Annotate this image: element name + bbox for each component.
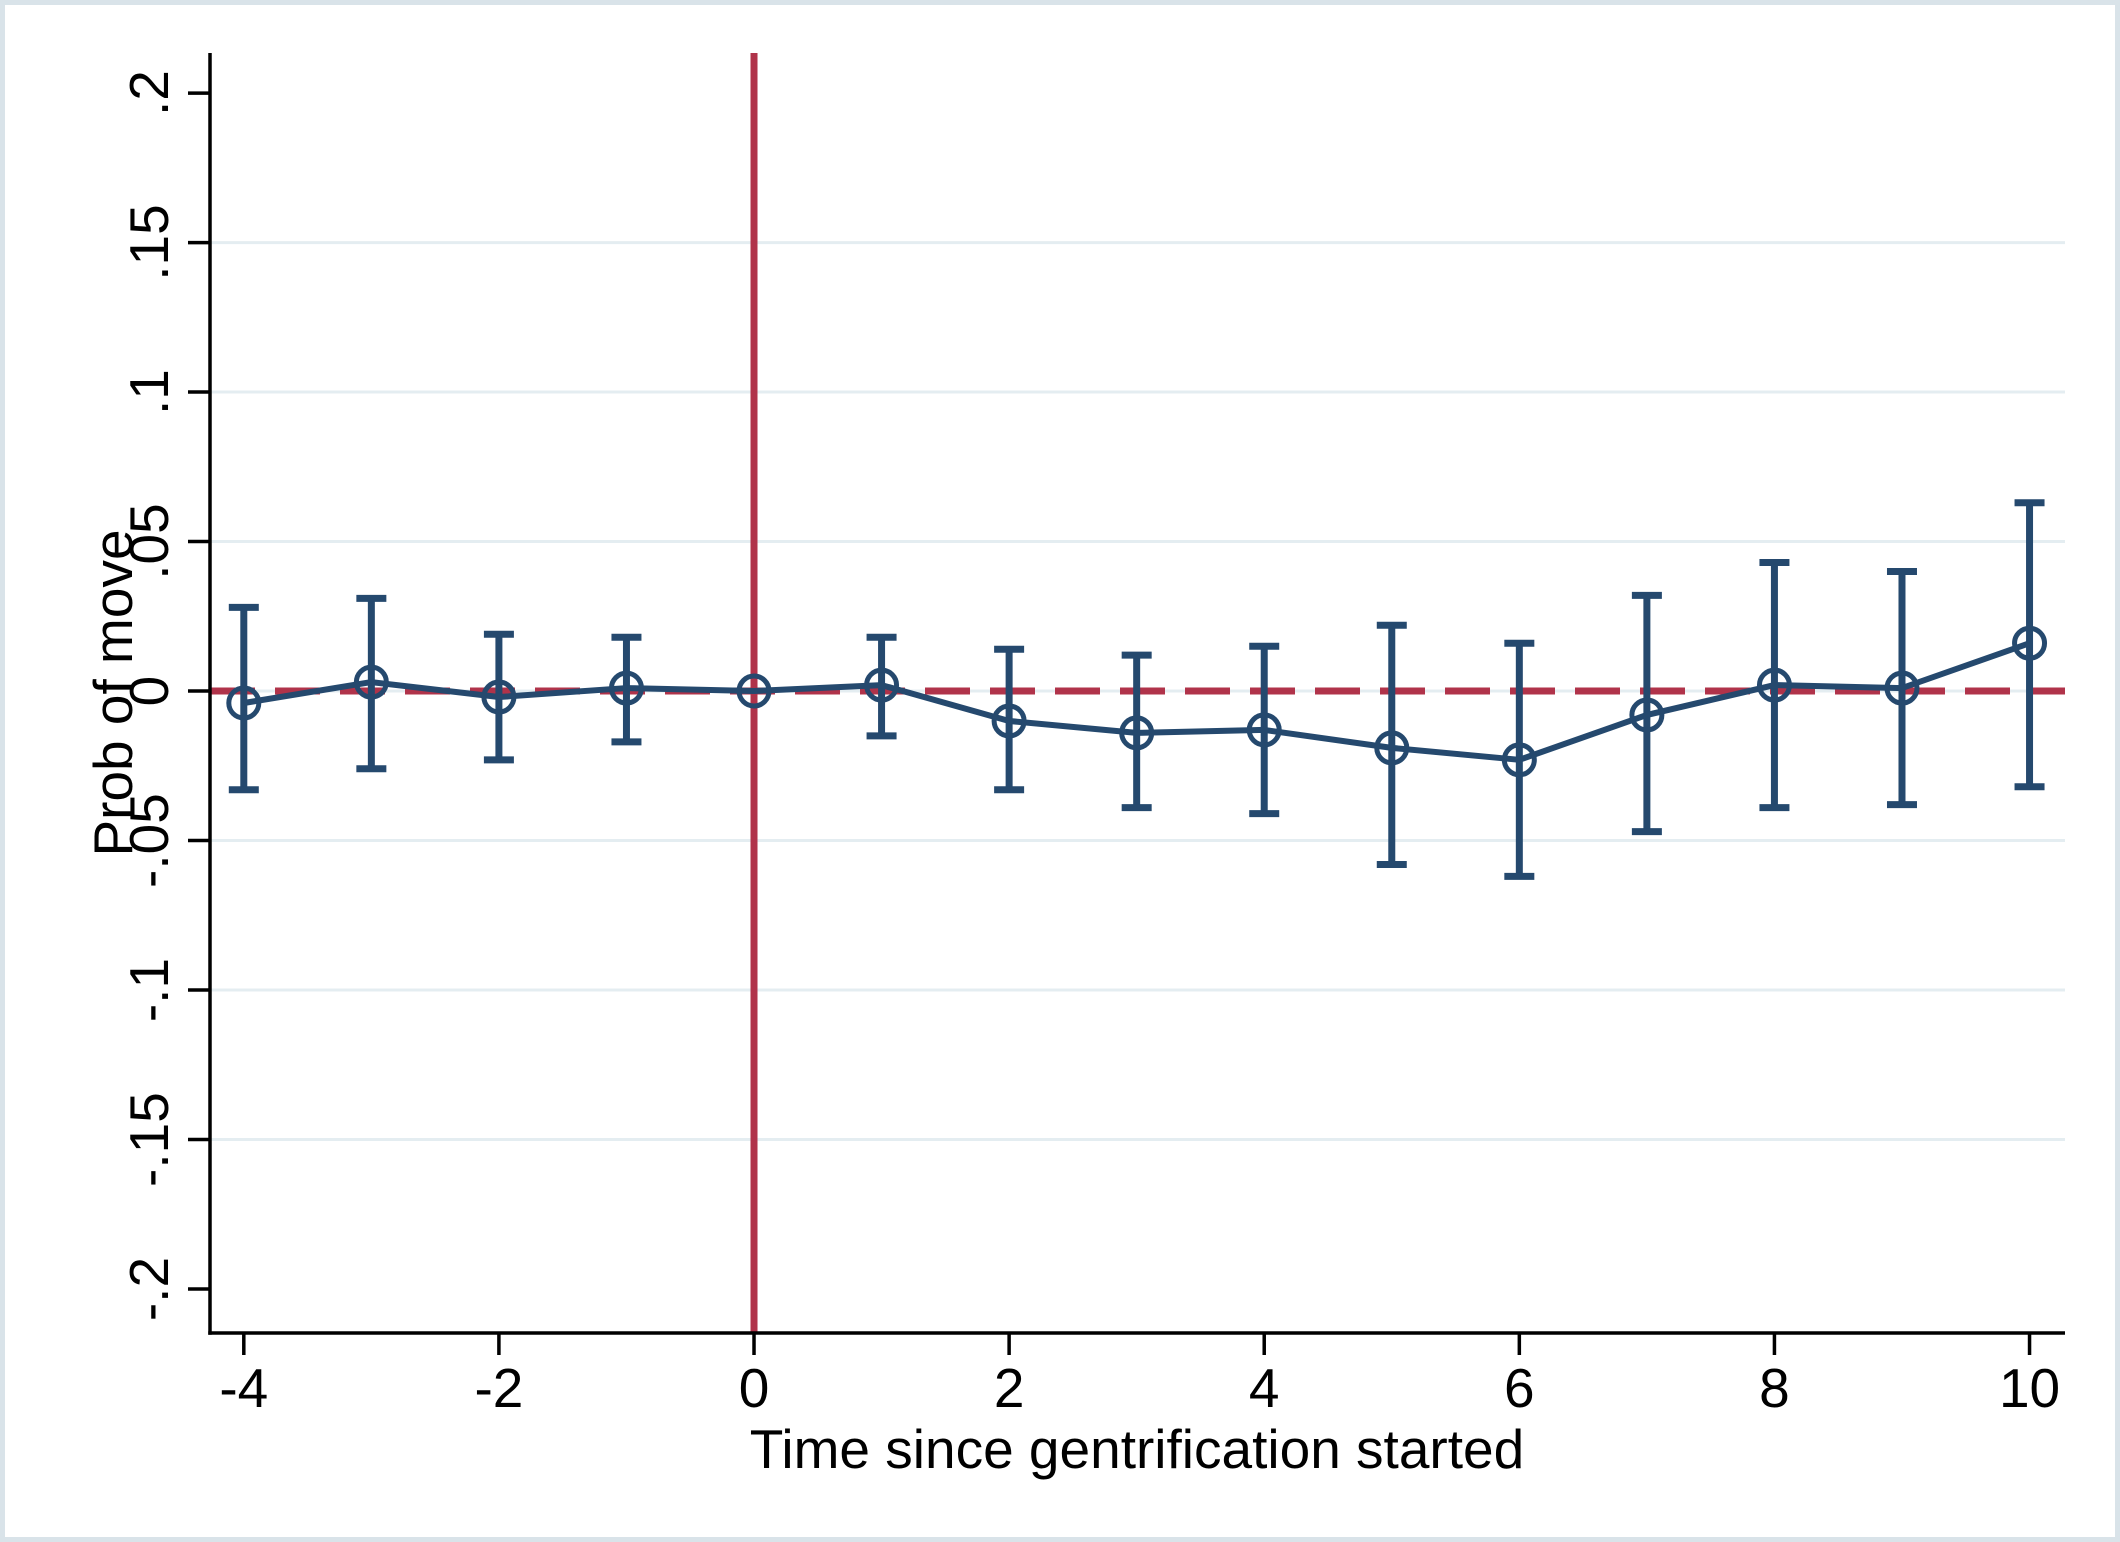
data-point-marker xyxy=(353,664,389,700)
y-tick-label: -.2 xyxy=(118,1257,180,1321)
x-axis-title: Time since gentrification started xyxy=(750,1418,1524,1480)
y-tick-label: -.05 xyxy=(118,793,180,888)
y-tick-label: .2 xyxy=(118,70,180,116)
x-tick-label: 0 xyxy=(739,1357,770,1419)
x-tick-label: 2 xyxy=(994,1357,1025,1419)
y-tick-label: -.1 xyxy=(118,958,180,1022)
y-tick-label: .15 xyxy=(118,204,180,280)
data-point-marker xyxy=(481,679,517,715)
data-point-marker xyxy=(991,703,1027,739)
y-tick-label: .05 xyxy=(118,503,180,579)
x-tick-label: -2 xyxy=(474,1357,523,1419)
data-point-marker xyxy=(1756,667,1792,703)
x-tick-label: 8 xyxy=(1759,1357,1790,1419)
x-tick-label: 10 xyxy=(1999,1357,2060,1419)
data-point-marker xyxy=(1629,697,1665,733)
data-point-marker xyxy=(1246,712,1282,748)
x-tick-label: 6 xyxy=(1504,1357,1535,1419)
data-point-marker xyxy=(608,670,644,706)
data-point-marker xyxy=(1119,715,1155,751)
data-point-marker xyxy=(864,667,900,703)
y-tick-label: -.15 xyxy=(118,1092,180,1187)
y-tick-label: 0 xyxy=(118,676,180,707)
y-tick-label: .1 xyxy=(118,369,180,415)
y-axis-title: Prob of move xyxy=(82,529,144,856)
data-point-marker xyxy=(736,673,772,709)
plot-area: .2 .15 .1 .05 0 -.05 -.1 -.15 -.2 -4 -2 0 2 4 6 8 10 xyxy=(118,53,2065,1419)
data-point-marker xyxy=(226,685,262,721)
data-point-marker xyxy=(2012,625,2048,661)
series-line xyxy=(243,640,2031,763)
data-point-marker xyxy=(1501,742,1537,778)
data-point-marker xyxy=(1884,670,1920,706)
x-tick-label: -4 xyxy=(219,1357,268,1419)
data-point-marker xyxy=(1374,730,1410,766)
x-tick-label: 4 xyxy=(1249,1357,1280,1419)
